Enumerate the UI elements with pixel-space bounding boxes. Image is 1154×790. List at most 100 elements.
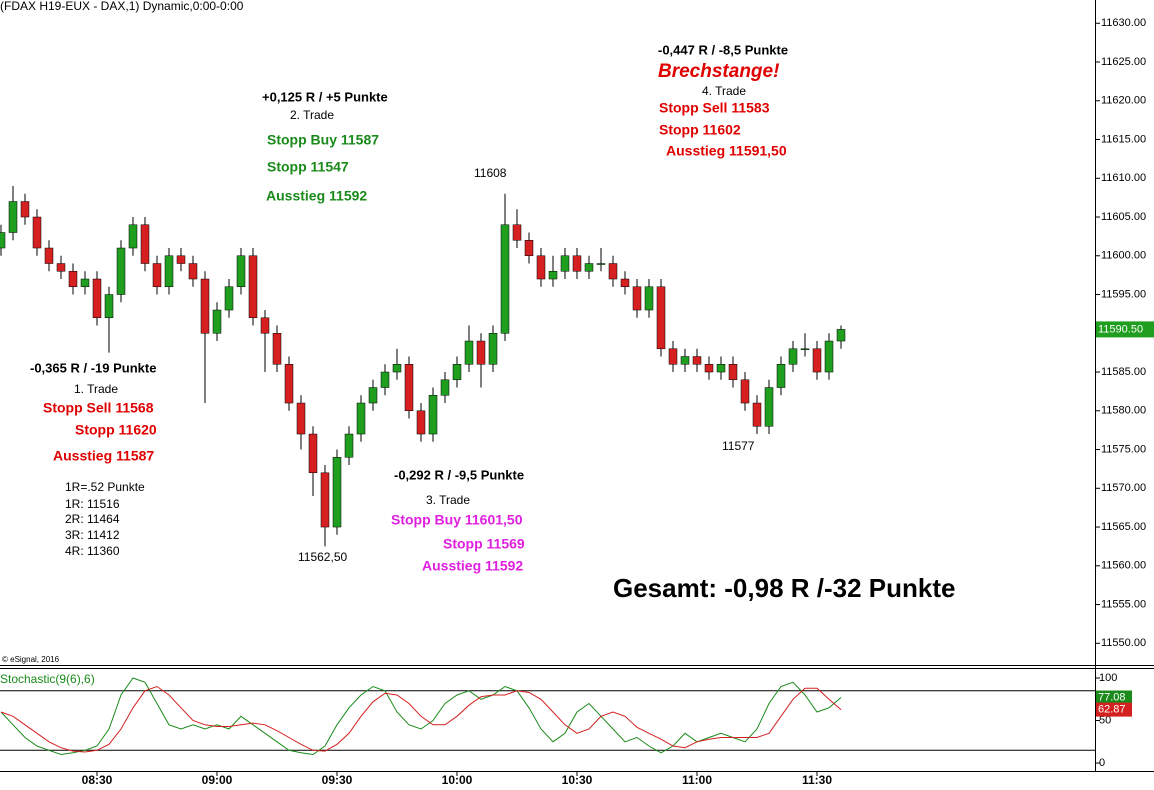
annotation: 2R: 11464 (65, 512, 120, 526)
candle-body (44, 247, 54, 264)
x-tick-label: 11:30 (802, 773, 832, 787)
candle-body (548, 271, 558, 280)
y-tick-label: 0 (1099, 757, 1105, 769)
annotation: Ausstieg 11587 (53, 448, 154, 464)
candle-body (404, 364, 414, 412)
y-tick-label: 11570.00 (1101, 482, 1146, 494)
candle-body (0, 232, 6, 249)
candle-body (164, 255, 174, 288)
candle-body (8, 201, 18, 233)
indicator-title: Stochastic(9(6),6) (0, 672, 95, 686)
candle-body (584, 263, 594, 272)
annotation: Brechstange! (658, 61, 779, 82)
annotation: Stopp Buy 11601,50 (391, 512, 523, 528)
y-tick-label: 11565.00 (1101, 521, 1146, 533)
candle-body (572, 255, 582, 272)
y-tick-label: 11585.00 (1101, 366, 1146, 378)
y-tick-label: 11595.00 (1101, 288, 1146, 300)
candle-body (20, 201, 30, 218)
last-value-box (1096, 702, 1132, 717)
annotation: 4. Trade (702, 84, 746, 98)
x-tick-label: 09:30 (322, 773, 353, 787)
annotation: Stopp 11547 (267, 159, 349, 175)
y-tick-label: 11580.00 (1101, 405, 1146, 417)
candle-body (692, 356, 702, 365)
candle-body (68, 271, 78, 288)
last-value-label: 62.87 (1098, 703, 1126, 715)
credit: © eSignal, 2016 (2, 655, 60, 664)
candle-body (380, 371, 390, 388)
candle-body (608, 263, 618, 280)
candle-body (272, 333, 282, 365)
candle-body (836, 329, 846, 342)
x-tick-label: 11:00 (682, 773, 712, 787)
candle-body (632, 286, 642, 311)
annotation: 1R=.52 Punkte (65, 480, 145, 494)
candle-body (620, 278, 630, 288)
annotation: Stopp 11569 (443, 536, 525, 552)
candle-body (284, 364, 294, 404)
annotation: 1. Trade (74, 382, 118, 396)
annotation: Stopp Sell 11568 (43, 400, 154, 416)
stochastic-line (0, 677, 842, 756)
candle-body (428, 395, 438, 435)
candle-body (464, 340, 474, 365)
candle-body (116, 247, 126, 295)
annotation: 4R: 11360 (65, 544, 120, 558)
candle-body (560, 255, 570, 272)
x-tick-label: 09:00 (202, 773, 233, 787)
candle-body (92, 278, 102, 319)
candle-body (752, 402, 762, 427)
candle-body (512, 224, 522, 241)
candle-body (152, 263, 162, 288)
annotation: Stopp Sell 11583 (659, 100, 770, 116)
y-tick-label: 11620.00 (1101, 95, 1146, 107)
annotation: -0,365 R / -19 Punkte (30, 360, 156, 375)
annotation: Ausstieg 11592 (422, 558, 523, 574)
candle-body (416, 410, 426, 435)
annotation: Ausstieg 11592 (266, 188, 367, 204)
annotation: 11608 (474, 166, 507, 180)
candle-body (188, 263, 198, 280)
candle-body (452, 364, 462, 381)
annotation: Stopp 11620 (75, 422, 157, 438)
candle-body (128, 224, 138, 249)
candle-body (32, 216, 42, 249)
candle-body (524, 240, 534, 257)
candle-body (800, 348, 810, 351)
candle-body (344, 433, 354, 458)
annotation: 11562,50 (298, 550, 347, 564)
y-tick-label: 11625.00 (1101, 56, 1146, 68)
annotation: 3R: 11412 (65, 528, 120, 542)
candle-body (656, 286, 666, 350)
y-tick-label: 11605.00 (1101, 211, 1146, 223)
annotation: 1R: 11516 (65, 497, 120, 511)
annotation: 11577 (722, 439, 755, 453)
annotation: Stopp 11602 (659, 122, 741, 138)
y-tick-label: 11550.00 (1101, 637, 1146, 649)
candle-body (500, 224, 510, 334)
candle-body (176, 255, 186, 264)
last-price-box (1096, 321, 1154, 338)
candle-body (704, 364, 714, 373)
last-value-label: 77.08 (1098, 691, 1126, 703)
annotation: Ausstieg 11591,50 (666, 143, 787, 159)
candle-body (140, 224, 150, 264)
candle-body (440, 379, 450, 396)
last-value-box (1096, 690, 1132, 705)
candle-body (308, 433, 318, 474)
y-tick-label: 100 (1099, 672, 1117, 684)
candle-body (596, 263, 606, 265)
annotation: -0,447 R / -8,5 Punkte (658, 42, 788, 57)
chart-title: (FDAX H19-EUX - DAX,1) Dynamic,0:00-0:00 (0, 0, 244, 13)
candle-body (728, 364, 738, 381)
candle-body (248, 255, 258, 319)
y-tick-label: 11610.00 (1101, 172, 1146, 184)
x-tick-label: 08:30 (82, 773, 113, 787)
candle-body (536, 255, 546, 280)
candle-body (776, 364, 786, 388)
candle-body (236, 255, 246, 288)
candle-body (740, 379, 750, 404)
